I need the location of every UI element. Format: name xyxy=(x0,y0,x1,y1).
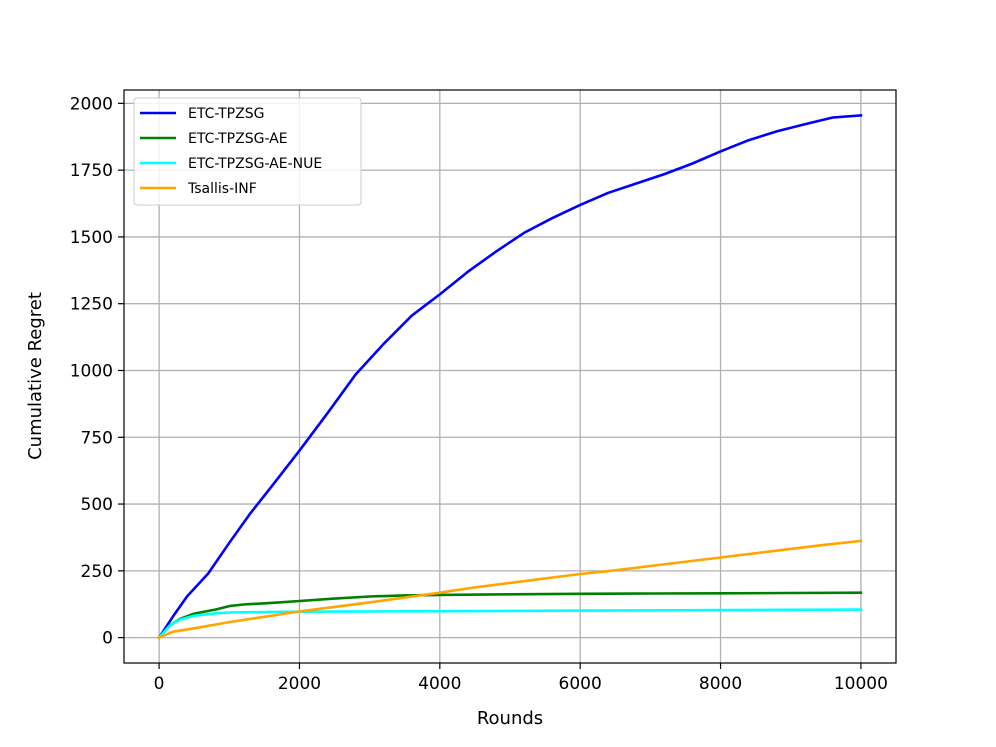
legend-label-1: ETC-TPZSG-AE xyxy=(188,131,288,147)
x-tick-label: 4000 xyxy=(418,674,461,694)
y-tick-label: 250 xyxy=(81,562,113,582)
x-tick-label: 0 xyxy=(154,674,165,694)
x-tick-label: 10000 xyxy=(834,674,888,694)
y-tick-label: 1250 xyxy=(70,295,113,315)
plot-frame xyxy=(123,89,897,664)
y-tick-label: 1000 xyxy=(70,361,113,381)
grid-lines xyxy=(124,90,896,663)
x-tick-label: 8000 xyxy=(699,674,742,694)
series-line-2 xyxy=(157,608,863,640)
series-line-3 xyxy=(157,539,863,640)
y-tick-label: 500 xyxy=(81,495,113,515)
legend-label-0: ETC-TPZSG xyxy=(188,106,264,122)
y-tick-label: 1500 xyxy=(70,228,113,248)
y-tick-label: 2000 xyxy=(70,94,113,114)
x-tick-label: 6000 xyxy=(559,674,602,694)
legend-frame xyxy=(133,97,362,206)
legend-label-3: Tsallis-INF xyxy=(187,181,257,197)
y-tick-label: 1750 xyxy=(70,161,113,181)
y-tick-label: 750 xyxy=(81,428,113,448)
axis-ticks: 0 2000 4000 6000 8000 10000 0 250 500 750 1000 1250… xyxy=(70,94,888,694)
series-line-1 xyxy=(157,591,863,640)
series-line-0 xyxy=(157,114,863,640)
y-tick-label: 0 xyxy=(102,629,113,649)
legend-label-2: ETC-TPZSG-AE-NUE xyxy=(188,156,322,172)
x-axis-title: Rounds xyxy=(477,708,543,729)
legend: ETC-TPZSG ETC-TPZSG-AE ETC-TPZSG-AE-NUE Tsa… xyxy=(133,97,362,206)
series-lines xyxy=(157,114,863,640)
y-axis-title: Cumulative Regret xyxy=(25,292,46,460)
x-tick-label: 2000 xyxy=(278,674,321,694)
